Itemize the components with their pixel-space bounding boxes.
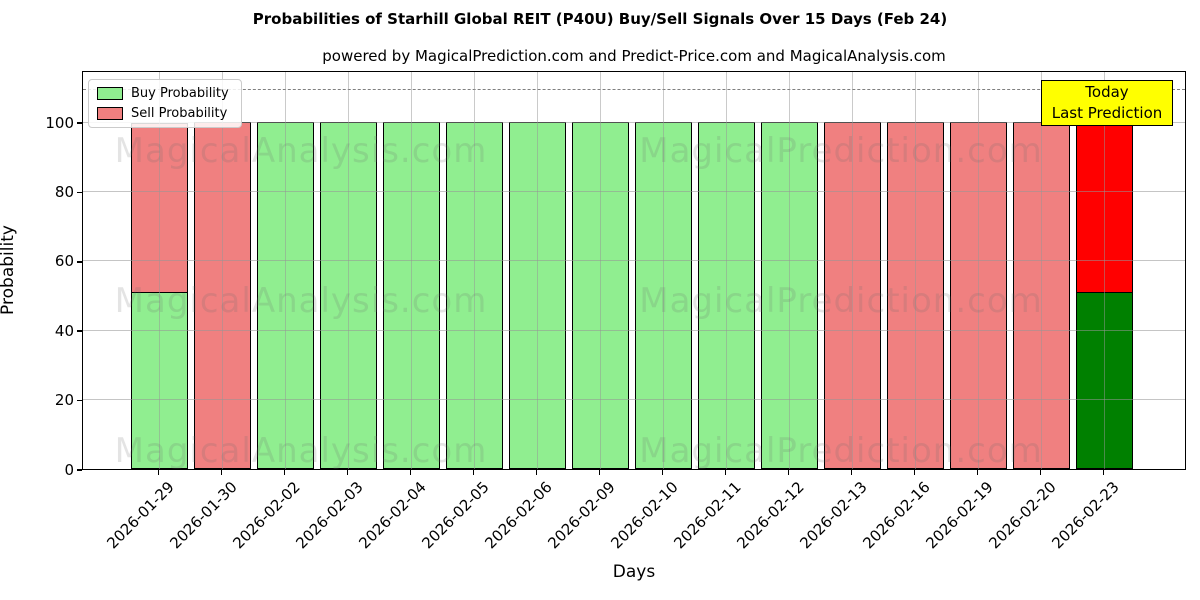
- today-annotation: Today Last Prediction: [1041, 80, 1173, 126]
- x-tick: [913, 470, 916, 475]
- x-axis-label: Days: [612, 562, 656, 582]
- chart-title: Probabilities of Starhill Global REIT (P…: [252, 10, 948, 28]
- x-tick: [1039, 470, 1042, 475]
- x-gridline: [1041, 72, 1042, 469]
- y-tick-label: 60: [54, 252, 74, 271]
- x-gridline: [411, 72, 412, 469]
- legend-item-sell: Sell Probability: [97, 106, 229, 121]
- y-tick-label: 80: [54, 182, 74, 201]
- watermark-text: MagicalPrediction.com: [639, 131, 1043, 171]
- sell-probability-swatch: [97, 107, 123, 120]
- y-tick: [77, 330, 82, 332]
- x-tick-label: 2026-01-29: [102, 478, 178, 553]
- x-gridline: [474, 72, 475, 469]
- y-tick: [77, 191, 82, 194]
- y-tick-label: 100: [45, 113, 74, 132]
- x-tick: [1102, 470, 1105, 475]
- x-tick: [976, 470, 979, 475]
- x-gridline: [348, 72, 349, 469]
- today-annotation-line1: Today: [1085, 83, 1129, 101]
- x-tick: [409, 470, 412, 475]
- legend-item-buy: Buy Probability: [97, 86, 229, 101]
- x-gridline: [537, 72, 538, 469]
- x-gridline: [915, 72, 916, 469]
- y-gridline: [83, 190, 1185, 192]
- y-gridline: [83, 329, 1185, 331]
- y-tick: [77, 399, 82, 402]
- chart-subtitle: powered by MagicalPrediction.com and Pre…: [322, 47, 946, 65]
- legend-label-buy: Buy Probability: [131, 86, 229, 101]
- x-tick: [346, 470, 349, 475]
- y-tick: [77, 122, 82, 124]
- y-tick: [77, 261, 82, 263]
- x-tick: [850, 470, 853, 475]
- x-gridline: [726, 72, 727, 469]
- x-gridline: [600, 72, 601, 469]
- y-tick: [77, 469, 82, 471]
- legend: Buy Probability Sell Probability: [88, 79, 242, 128]
- buy-probability-swatch: [97, 87, 123, 100]
- x-gridline: [1104, 72, 1105, 469]
- x-tick: [598, 470, 601, 475]
- x-tick: [157, 470, 160, 475]
- y-tick-label: 0: [64, 460, 74, 479]
- x-gridline: [663, 72, 664, 469]
- x-gridline: [978, 72, 979, 469]
- y-gridline: [83, 399, 1185, 401]
- watermark-text: MagicalAnalysis.com: [114, 281, 488, 321]
- legend-label-sell: Sell Probability: [131, 106, 228, 121]
- watermark-text: MagicalAnalysis.com: [114, 431, 488, 471]
- y-axis-label: Probability: [0, 225, 18, 315]
- x-gridline: [222, 72, 223, 469]
- watermark-text: MagicalPrediction.com: [639, 281, 1043, 321]
- today-annotation-line2: Last Prediction: [1051, 104, 1163, 122]
- threshold-dashed-line: [83, 89, 1185, 91]
- x-tick: [220, 470, 223, 475]
- x-tick: [472, 470, 475, 475]
- y-gridline: [83, 121, 1185, 123]
- x-tick: [724, 470, 727, 475]
- x-gridline: [789, 72, 790, 469]
- x-tick: [661, 470, 664, 475]
- x-tick: [787, 470, 790, 475]
- watermark-text: MagicalAnalysis.com: [114, 131, 488, 171]
- y-gridline: [83, 260, 1185, 262]
- x-tick: [535, 470, 538, 475]
- x-gridline: [159, 72, 160, 469]
- y-tick-label: 20: [54, 391, 74, 410]
- x-gridline: [852, 72, 853, 469]
- y-tick-label: 40: [54, 321, 74, 340]
- x-gridline: [285, 72, 286, 469]
- watermark-text: MagicalPrediction.com: [639, 431, 1043, 471]
- plot-area: Buy Probability Sell Probability Today L…: [82, 71, 1186, 471]
- x-tick: [283, 470, 286, 475]
